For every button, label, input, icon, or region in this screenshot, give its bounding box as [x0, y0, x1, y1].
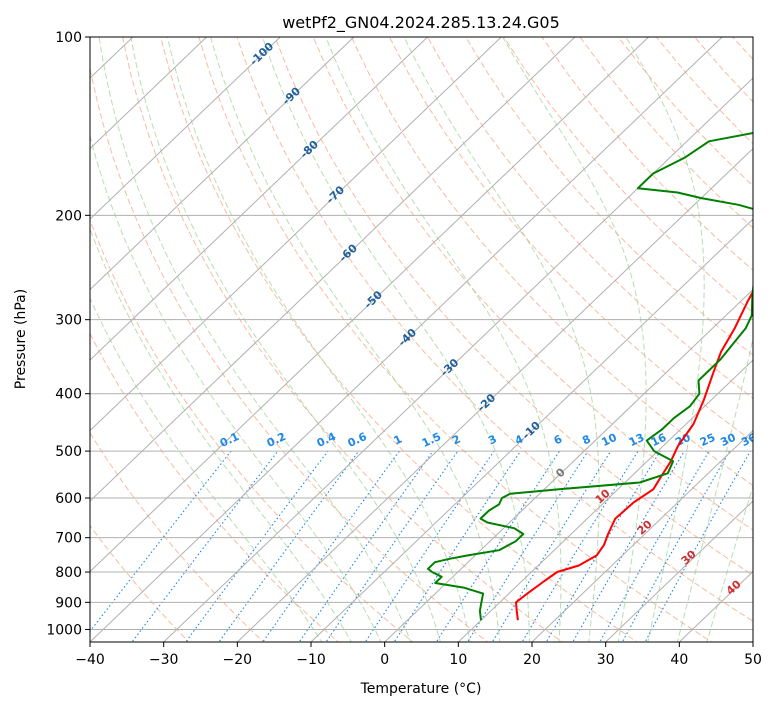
isotherm-line — [90, 37, 207, 150]
mixing-ratio-line — [218, 450, 360, 642]
isotherm-line — [531, 429, 753, 642]
y-axis-label: Pressure (hPa) — [13, 289, 29, 389]
moist-adiabat-line — [130, 37, 441, 642]
dry-adiabat-line — [198, 37, 713, 642]
isotherm-line — [90, 37, 502, 432]
x-tick-label: 20 — [523, 652, 541, 668]
mixing-ratio-label: 10 — [600, 431, 620, 449]
dry-adiabat-line — [160, 37, 638, 642]
dry-adiabat-line — [312, 37, 753, 531]
y-tick-label: 100 — [55, 30, 82, 46]
isotherm-line — [90, 37, 281, 220]
y-tick-label: 800 — [55, 565, 82, 581]
y-tick-label: 700 — [55, 531, 82, 547]
sounding-profiles — [427, 131, 753, 621]
chart-title: wetPf2_GN04.2024.285.13.24.G05 — [282, 13, 560, 33]
isotherm-line — [90, 37, 723, 642]
mixing-ratio-line — [435, 450, 560, 642]
isotherm-line — [752, 641, 753, 642]
isotherm-line — [0, 37, 59, 642]
moist-adiabat-line — [167, 37, 471, 642]
dry-adiabat-line — [90, 524, 190, 642]
temperature-profile-line — [515, 289, 753, 621]
moist-adiabat-line — [403, 37, 600, 642]
dewpoint-profile-line — [427, 131, 753, 621]
dry-adiabat-line — [90, 432, 265, 642]
x-tick-label: 30 — [597, 652, 615, 668]
y-axis-ticks: 100 200 300 400 500 600 700 800 900 1000 — [46, 30, 90, 638]
isotherm-line — [90, 37, 355, 291]
mixing-ratio-line — [90, 450, 232, 633]
mixing-ratio-line — [572, 450, 685, 642]
isotherm-line — [236, 147, 753, 642]
dry-adiabat-line — [465, 37, 753, 356]
y-tick-label: 400 — [55, 387, 82, 403]
x-tick-label: 50 — [744, 652, 762, 668]
mixing-ratio-line — [325, 450, 459, 642]
plot-background — [90, 37, 753, 642]
y-tick-label: 500 — [55, 444, 82, 460]
dry-adiabat-line — [350, 37, 753, 487]
isotherm-line — [90, 37, 649, 573]
isotherm-line — [457, 359, 753, 642]
mixing-ratio-label: 30 — [718, 431, 738, 449]
isotherm-line — [310, 218, 753, 642]
dry-adiabat-line — [759, 24, 775, 645]
mixing-ratio-line — [185, 450, 329, 642]
x-axis-label: Temperature (°C) — [360, 681, 482, 697]
mixing-ratio-line — [393, 450, 522, 642]
isotherm-line — [384, 288, 753, 642]
y-tick-label: 600 — [55, 491, 82, 507]
mixing-ratio-line — [364, 450, 495, 642]
y-tick-label: 300 — [55, 313, 82, 329]
mixing-ratio-line — [545, 450, 661, 642]
x-tick-label: −40 — [75, 652, 105, 668]
isotherm-line — [605, 500, 753, 642]
x-tick-label: 0 — [380, 652, 389, 668]
dry-adiabat-line — [90, 332, 339, 642]
mixing-ratio-line — [466, 450, 589, 642]
x-axis-ticks: −40 −30 −20 −10 0 10 20 30 40 50 — [75, 642, 762, 668]
moist-adiabat-line — [262, 37, 530, 642]
x-tick-label: 40 — [670, 652, 688, 668]
x-tick-label: −20 — [223, 652, 253, 668]
plot-frame — [89, 36, 754, 643]
x-tick-label: −30 — [149, 652, 179, 668]
dry-adiabat-line — [426, 37, 753, 399]
isotherm-line — [90, 37, 428, 361]
mixing-ratio-label: 36 — [739, 431, 759, 449]
isotherm-line — [90, 37, 576, 502]
moist-adiabat-line — [502, 37, 647, 642]
y-tick-label: 200 — [55, 208, 82, 224]
y-tick-label: 1000 — [46, 622, 82, 638]
moist-adiabat-line — [625, 37, 705, 642]
mixing-ratio-label: 13 — [627, 431, 646, 449]
dry-adiabat-line — [236, 37, 753, 622]
dry-adiabat-line — [90, 65, 489, 642]
background-grid — [0, 24, 775, 645]
isotherm-line — [163, 77, 753, 642]
mixing-ratio-line — [298, 450, 434, 642]
moist-adiabat-line — [210, 37, 501, 642]
mixing-ratio-label: 25 — [698, 431, 717, 449]
x-tick-label: −10 — [296, 652, 326, 668]
y-tick-label: 900 — [55, 595, 82, 611]
dry-adiabat-line — [121, 37, 564, 642]
x-tick-label: 10 — [449, 652, 467, 668]
dry-adiabat-line — [274, 37, 753, 576]
